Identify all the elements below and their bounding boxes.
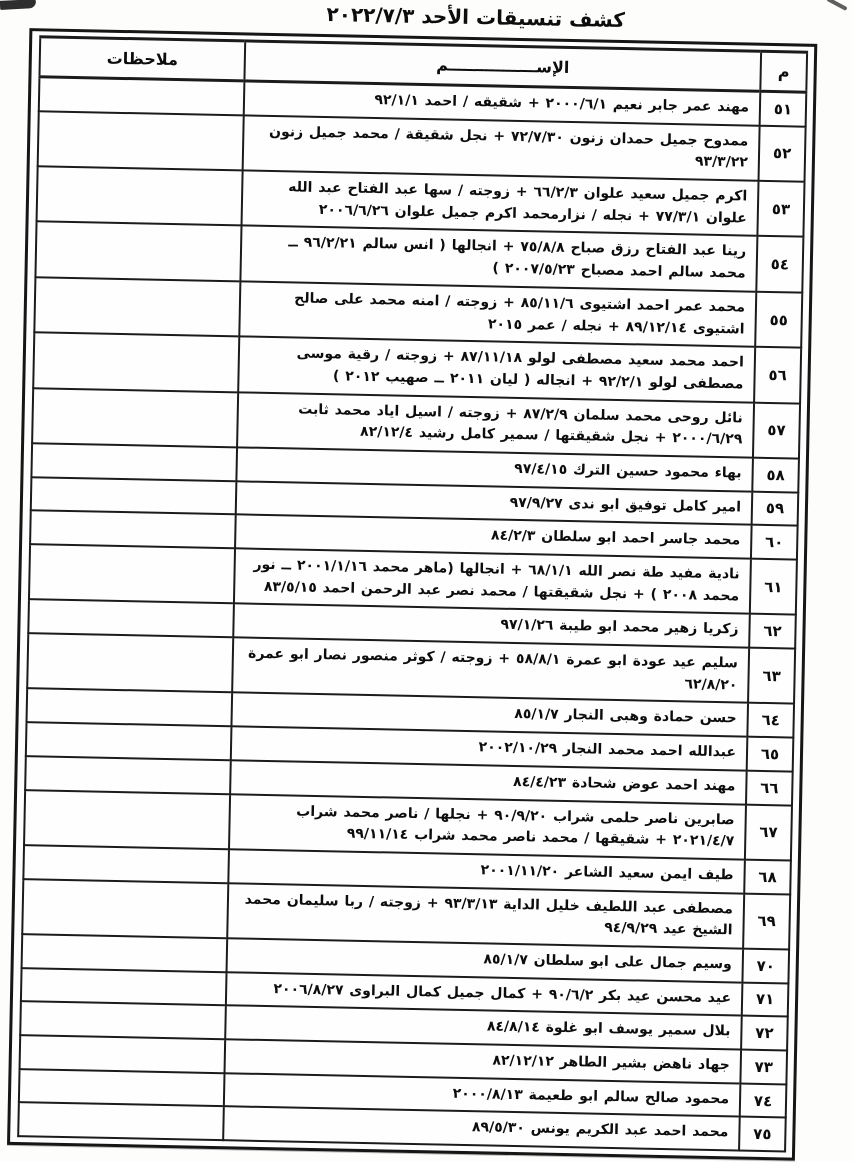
row-notes: [33, 332, 240, 392]
scan-smudge-top-right: [826, 0, 848, 11]
row-number: ٧٠: [742, 948, 790, 984]
row-notes: [28, 544, 236, 604]
row-number: ٧٢: [741, 1015, 788, 1051]
row-number: ٥٨: [752, 457, 799, 493]
row-notes: [30, 476, 237, 515]
row-number: ٥٣: [757, 180, 805, 238]
row-notes: [38, 76, 245, 116]
row-number: ٥٧: [752, 402, 801, 459]
row-name: احمد محمد سعيد مصطفى لولو ٨٧/١١/١٨ + زوج…: [238, 336, 756, 403]
table-outer-frame: م الإســــــــــــــــم ملاحظات ٥١ مهند ع…: [7, 28, 818, 1161]
row-number: ٦٣: [748, 647, 796, 705]
row-notes: [18, 1102, 224, 1141]
row-name: ممدوح جميل حمدان زنون ٧٢/٧/٣٠ + نجل شقيق…: [242, 115, 760, 181]
row-number: ٥٩: [751, 491, 799, 526]
row-name: رينا عبد الفتاح رزق صباح ٧٥/٨/٨ + انجاله…: [240, 225, 758, 292]
row-notes: [23, 845, 229, 883]
row-number: ٦٦: [746, 770, 793, 806]
row-notes: [34, 277, 241, 337]
row-notes: [25, 755, 231, 794]
row-notes: [25, 722, 232, 761]
row-number: ٧٤: [739, 1083, 787, 1118]
coordination-table: م الإســــــــــــــــم ملاحظات ٥١ مهند ع…: [17, 35, 808, 1152]
row-number: ٥٤: [756, 236, 804, 293]
row-number: ٦٤: [747, 703, 795, 738]
row-notes: [20, 1001, 226, 1040]
row-name: سليم عيد عودة ابو عمرة ٥٨/٨/١ + زوجته / …: [232, 637, 750, 704]
row-notes: [26, 688, 233, 727]
row-number: ٦٢: [749, 614, 796, 649]
row-name: محمد عمر احمد اشتيوى ٨٥/١١/٦ + زوجته / ا…: [239, 281, 757, 347]
row-number: ٦٧: [744, 804, 792, 861]
row-number: ٦٥: [746, 736, 794, 772]
row-name: مصطفى عبد اللطيف خليل الداية ٩٣/٣/١٣ + ز…: [227, 882, 745, 949]
row-notes: [18, 1068, 225, 1107]
row-notes: [27, 633, 234, 693]
row-notes: [36, 166, 243, 226]
row-number: ٥٢: [758, 125, 806, 182]
row-name: نادية مفيد طة نصر الله ٦٨/١/١ + انجالها …: [233, 548, 751, 615]
row-number: ٦٠: [750, 524, 798, 560]
row-notes: [24, 789, 231, 850]
row-number: ٧١: [741, 982, 789, 1017]
row-notes: [37, 110, 244, 171]
row-notes: [35, 221, 242, 282]
row-notes: [19, 1035, 226, 1073]
scanned-sheet: كشف تنسيقات الأحد ٢٠٢٢/٧/٣ م الإســـــــ…: [7, 0, 818, 1161]
row-number: ٦١: [749, 558, 797, 615]
row-notes: [20, 967, 227, 1006]
column-header-number: م: [760, 51, 808, 93]
table-body: ٥١ مهند عمر جابر نعيم ٢٠٠٠/٦/١ + شقيقه / …: [18, 76, 807, 1152]
row-notes: [30, 510, 236, 549]
row-notes: [31, 443, 238, 481]
row-name: اكرم جميل سعيد علوان ٦٦/٢/٣ + زوجته / سه…: [241, 170, 759, 237]
column-header-notes: ملاحظات: [39, 36, 246, 81]
row-notes: [32, 387, 239, 448]
row-number: ٥٥: [755, 291, 803, 348]
row-notes: [28, 599, 234, 638]
row-number: ٦٨: [744, 859, 791, 895]
column-header-name-label: الإســــــــــــــــم: [435, 55, 570, 77]
row-number: ٦٩: [743, 893, 791, 950]
row-notes: [22, 878, 229, 939]
row-number: ٧٣: [740, 1049, 788, 1085]
row-notes: [21, 934, 228, 972]
row-number: ٧٥: [739, 1116, 786, 1152]
row-number: ٥١: [759, 91, 807, 127]
row-name: صابرين ناصر حلمى شراب ٩٠/٩/٢٠ + نجلها / …: [228, 793, 747, 860]
row-name: نائل روحى محمد سلمان ٨٧/٢/٩ + زوجته / اس…: [237, 391, 755, 458]
row-number: ٥٦: [754, 346, 802, 404]
